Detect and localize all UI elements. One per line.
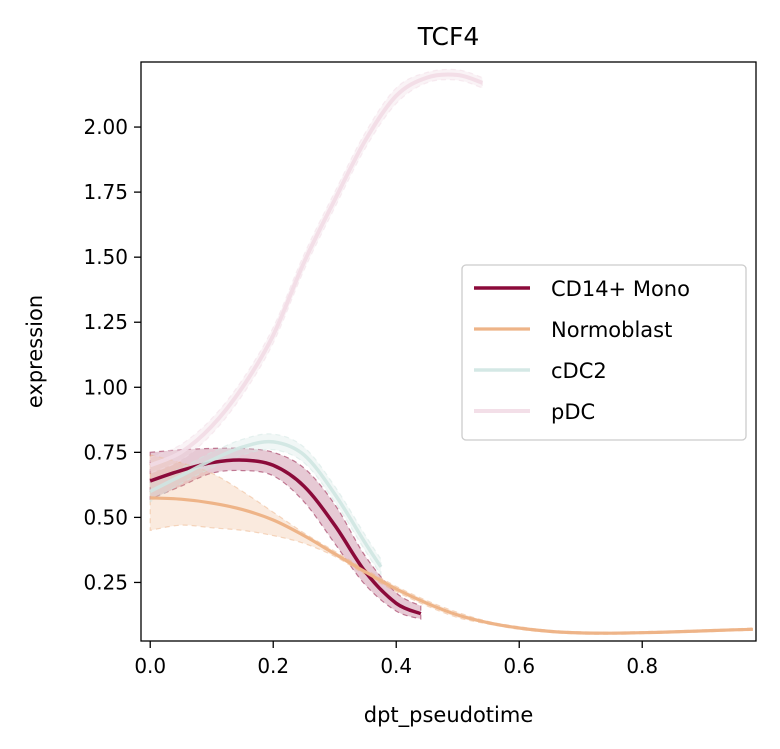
y-tick-label: 1.00	[83, 375, 128, 399]
band-normoblast	[149, 454, 754, 635]
plot-frame	[140, 61, 757, 642]
x-tick-label: 0.8	[626, 654, 658, 678]
chart-title: TCF4	[417, 22, 480, 51]
series-lines	[149, 72, 753, 635]
legend: CD14+ Mono Normoblast cDC2 pDC	[461, 264, 747, 441]
y-tick-label: 0.25	[83, 570, 128, 594]
x-tick-label: 0.2	[257, 654, 289, 678]
x-tick-label: 0.4	[380, 654, 412, 678]
y-tick-label: 0.75	[83, 440, 128, 464]
band-pdc	[149, 68, 483, 475]
x-axis-label: dpt_pseudotime	[364, 703, 534, 728]
x-tick-label: 0.6	[503, 654, 535, 678]
legend-label-pdc: pDC	[551, 400, 595, 424]
y-tick-label: 1.25	[83, 310, 128, 334]
y-tick-label: 2.00	[83, 115, 128, 139]
legend-label-normoblast: Normoblast	[551, 318, 672, 342]
x-tick-label: 0.0	[134, 654, 166, 678]
y-tick-label: 1.50	[83, 245, 128, 269]
legend-frame	[461, 264, 747, 441]
y-tick-label: 1.75	[83, 180, 128, 204]
legend-label-cdc2: cDC2	[551, 359, 607, 383]
x-axis: 0.0 0.2 0.4 0.6 0.8	[134, 641, 658, 678]
series-line-pdc	[149, 72, 483, 468]
legend-label-cd14-mono: CD14+ Mono	[551, 277, 690, 301]
series-line-cdc2	[149, 439, 383, 568]
y-axis: 0.25 0.50 0.75 1.00 1.25 1.50 1.75 2.00	[83, 115, 141, 594]
y-tick-label: 0.50	[83, 505, 128, 529]
series-line-normoblast	[150, 496, 753, 635]
y-axis-label: expression	[23, 295, 47, 408]
